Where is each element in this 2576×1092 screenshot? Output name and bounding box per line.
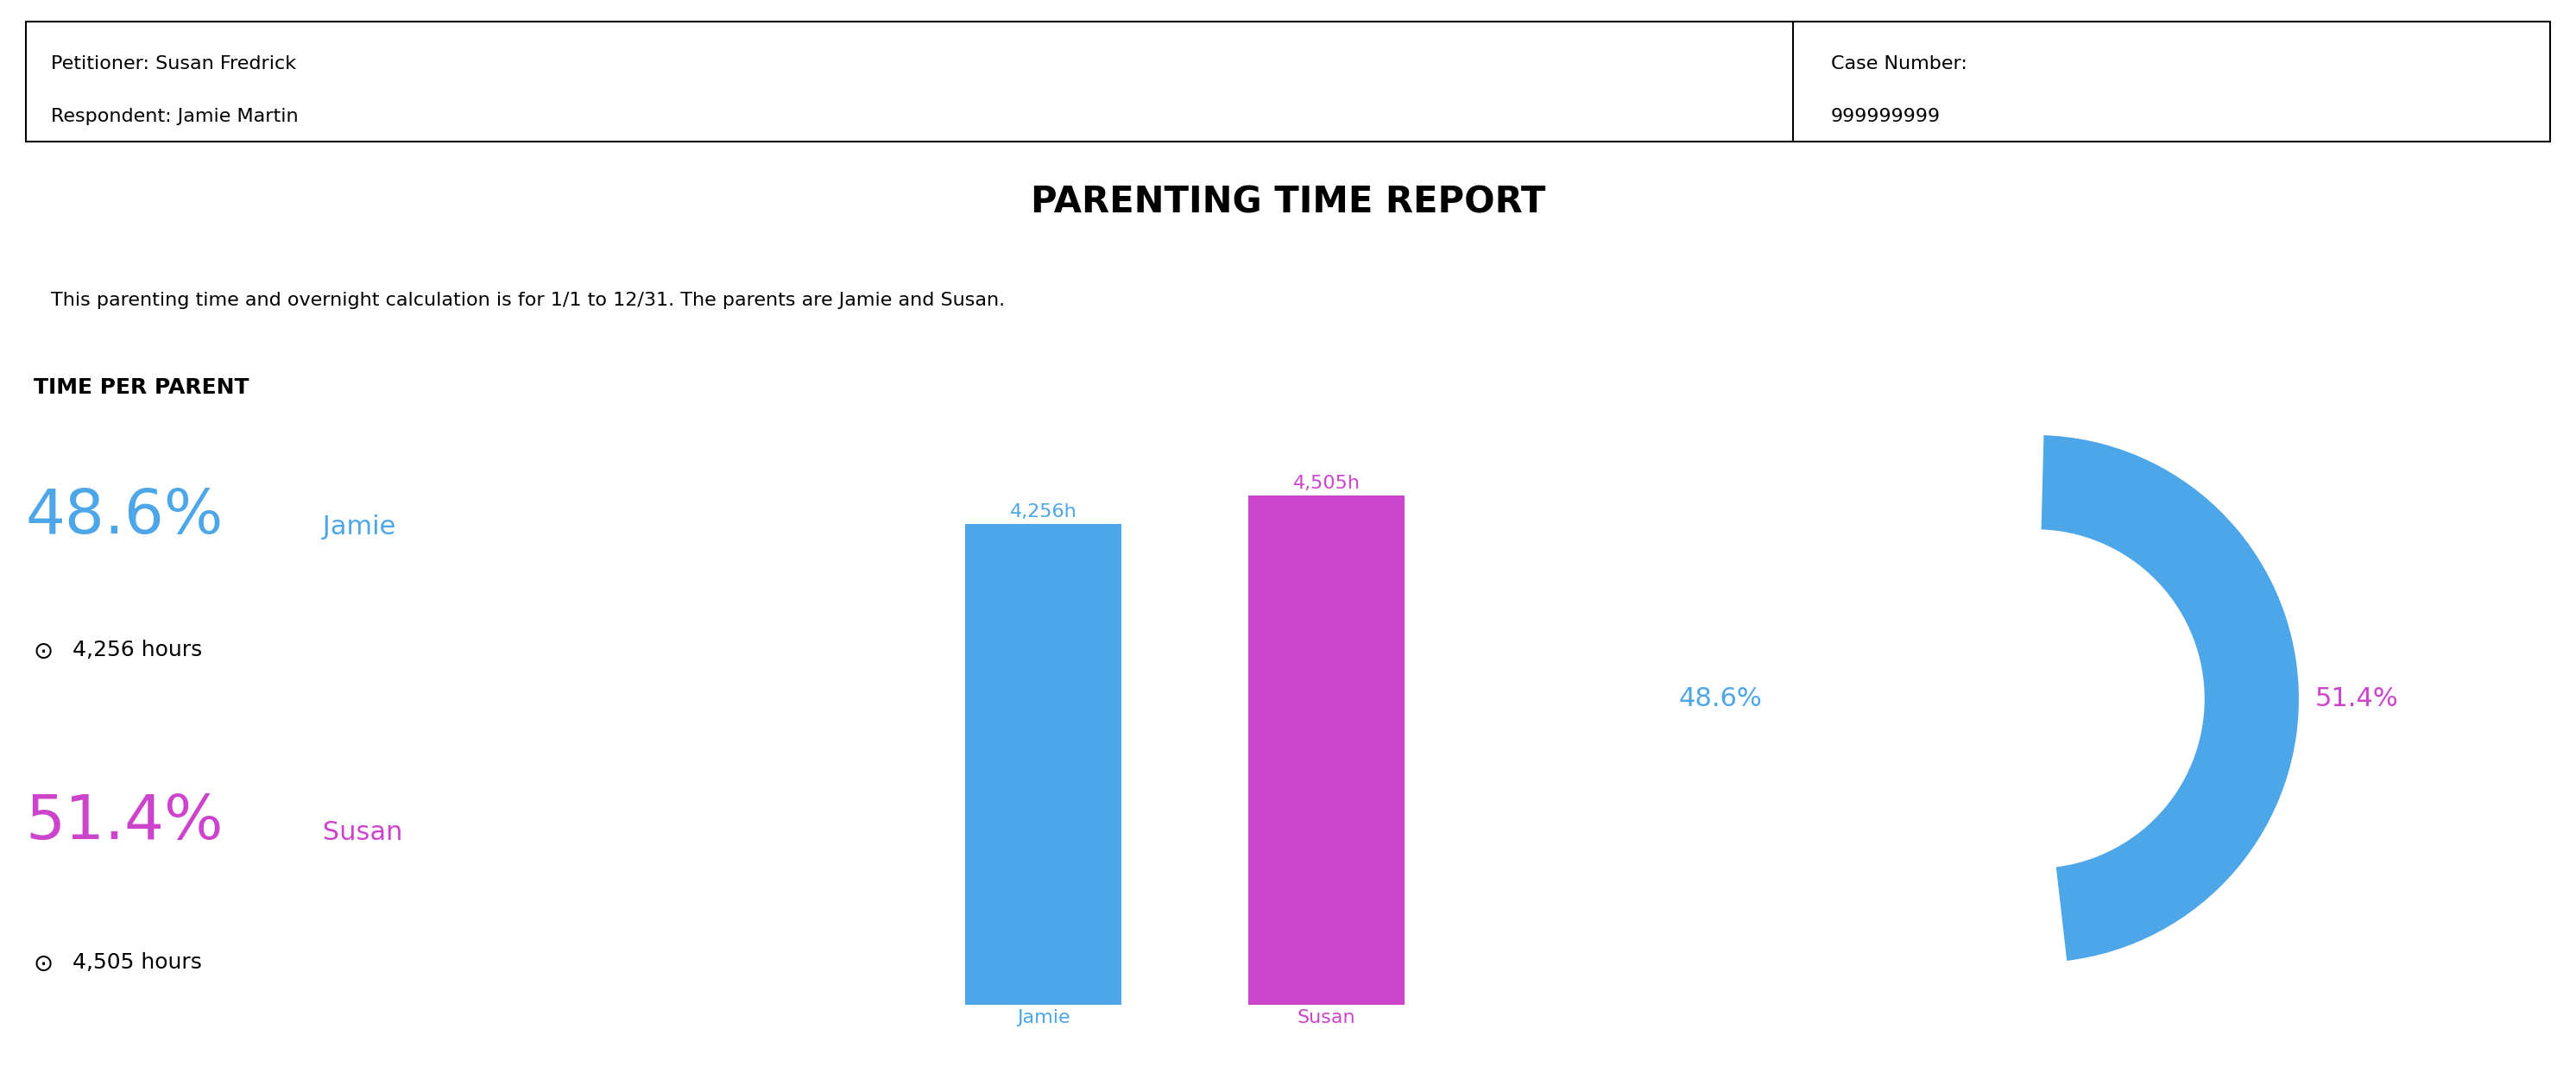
Text: 4,505h: 4,505h [1293, 475, 1360, 492]
Text: ⊙: ⊙ [33, 640, 54, 664]
Bar [966, 524, 1121, 1005]
Text: 48.6%: 48.6% [1680, 687, 1762, 711]
Text: 4,256h: 4,256h [1010, 503, 1077, 521]
Text: ⊙: ⊙ [33, 952, 54, 976]
Text: TIME PER PARENT: TIME PER PARENT [33, 378, 250, 397]
Text: 4,505 hours: 4,505 hours [72, 952, 201, 973]
Text: 4,256 hours: 4,256 hours [72, 640, 204, 661]
Wedge shape [2045, 866, 2050, 964]
Wedge shape [2040, 434, 2300, 963]
Text: 999999999: 999999999 [1832, 108, 1940, 126]
Text: Respondent: Jamie Martin: Respondent: Jamie Martin [52, 108, 299, 126]
Text: PARENTING TIME REPORT: PARENTING TIME REPORT [1030, 183, 1546, 221]
Text: This parenting time and overnight calculation is for 1/1 to 12/31. The parents a: This parenting time and overnight calcul… [52, 292, 1005, 309]
Text: Case Number:: Case Number: [1832, 56, 1968, 73]
Text: Petitioner: Susan Fredrick: Petitioner: Susan Fredrick [52, 56, 296, 73]
FancyBboxPatch shape [26, 22, 2550, 142]
Text: Susan: Susan [314, 820, 402, 845]
Text: 51.4%: 51.4% [26, 793, 224, 853]
Text: 48.6%: 48.6% [26, 487, 224, 547]
Text: Jamie: Jamie [314, 514, 397, 539]
Text: 51.4%: 51.4% [2316, 687, 2398, 711]
Bar [1249, 496, 1404, 1005]
